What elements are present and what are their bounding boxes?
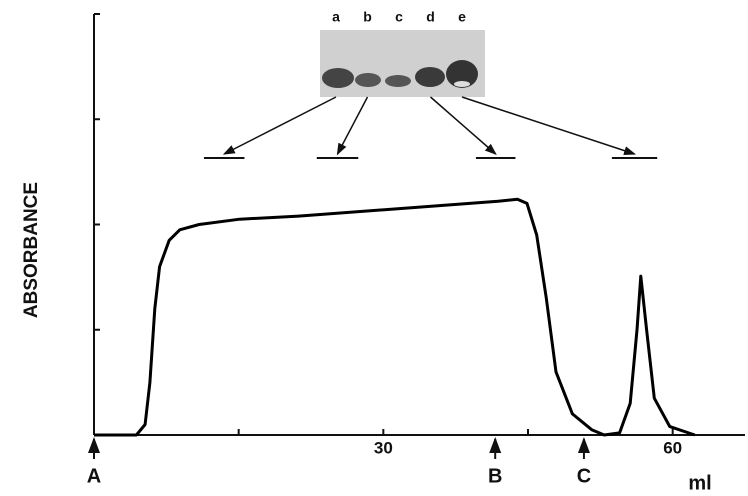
chart: ABSORBANCE ml 30 60 A B Ca b c d e bbox=[0, 0, 748, 496]
absorbance-line bbox=[94, 199, 695, 435]
fraction-arrow bbox=[224, 97, 336, 154]
marker-label: A bbox=[87, 465, 101, 487]
fraction-arrow bbox=[338, 97, 368, 154]
y-axis-label: ABSORBANCE bbox=[21, 182, 42, 318]
marker-label: C bbox=[577, 465, 591, 487]
x-axis-unit: ml bbox=[688, 472, 711, 494]
x-tick-label: 30 bbox=[374, 438, 393, 457]
gel-lane-label: a bbox=[332, 9, 340, 25]
gel-lane-label: e bbox=[458, 9, 466, 25]
x-tick-label: 60 bbox=[663, 438, 682, 457]
gel-lane-label: c bbox=[395, 9, 403, 25]
fraction-arrow bbox=[462, 97, 635, 154]
gel-lane-label: d bbox=[426, 9, 435, 25]
marker-label: B bbox=[488, 465, 502, 487]
gel-image bbox=[320, 30, 485, 97]
gel-lane-label: b bbox=[363, 9, 372, 25]
